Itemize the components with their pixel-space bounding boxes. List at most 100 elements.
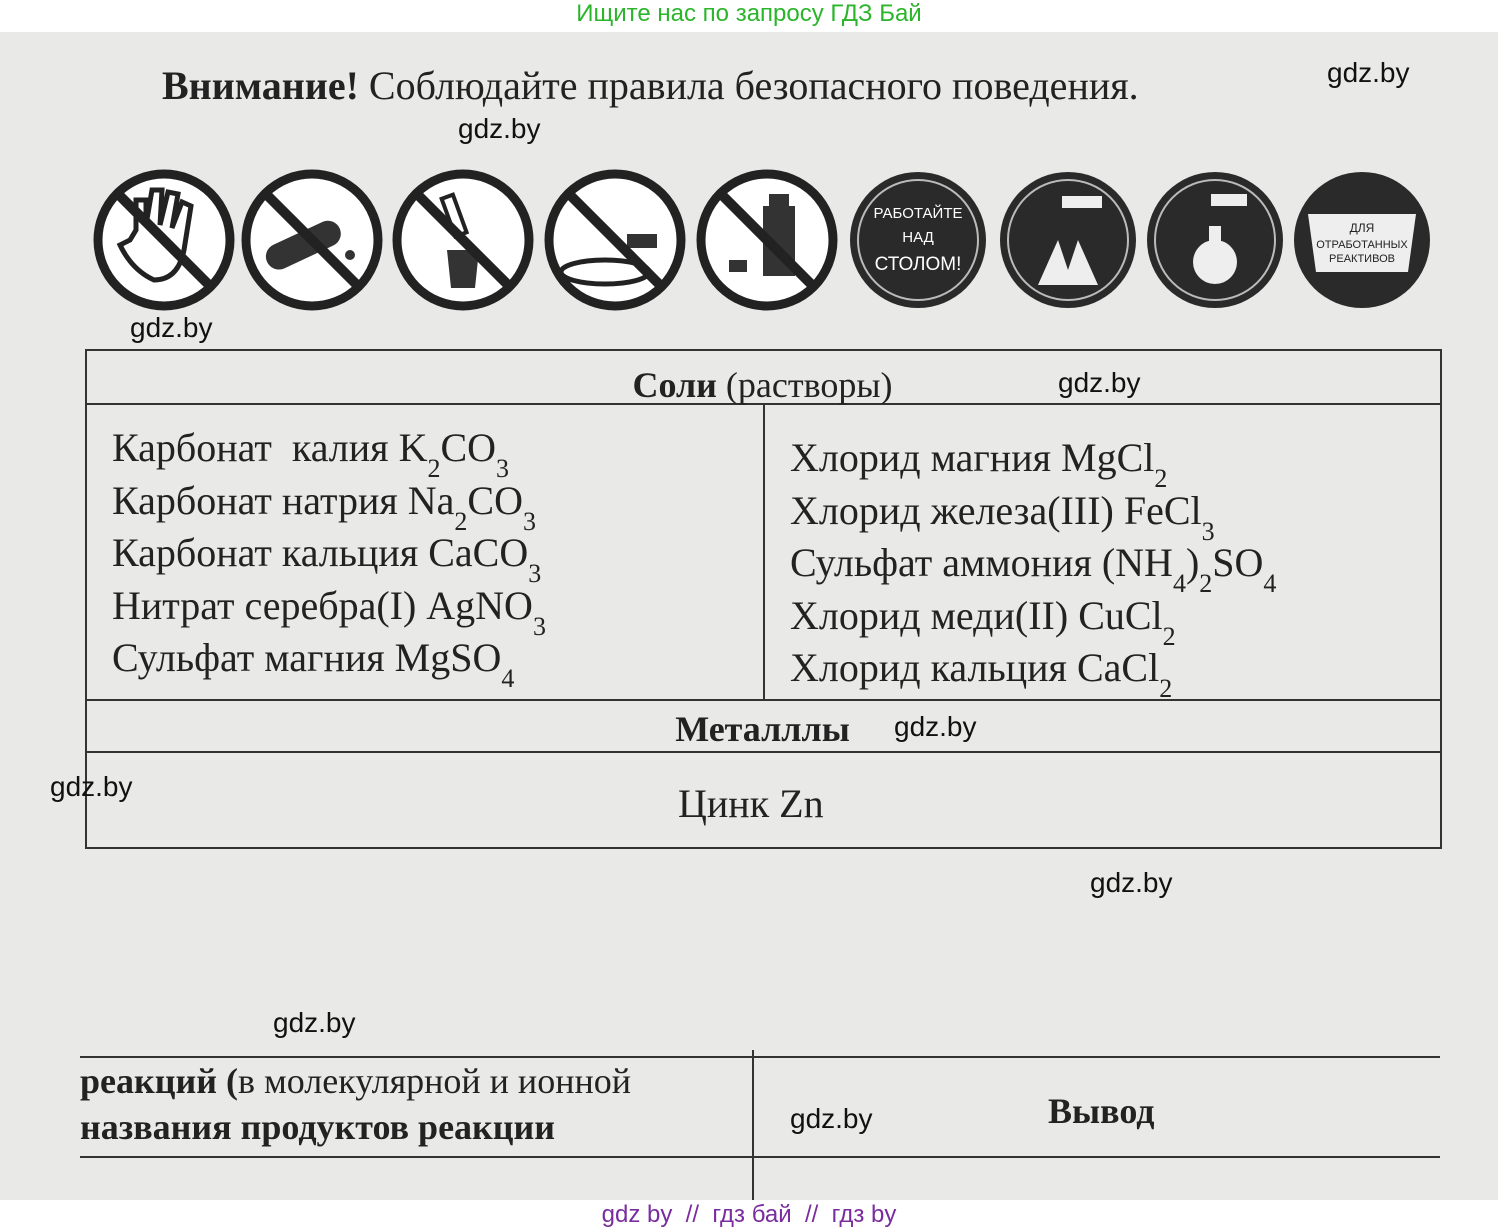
watermark: gdz.by [790,1103,873,1134]
icon-work-at-table: РАБОТАЙТЕ НАД СТОЛОМ! [850,172,986,308]
formula-part: Na [407,477,455,523]
metals-header-bold: Металллы [675,709,850,749]
reaction-header-line2: названия продуктов реакции [80,1107,556,1147]
table-rule [80,1156,1440,1158]
formula-subscript: 3 [522,506,536,536]
formula-part: CaCl [1076,645,1160,690]
substance-name: Карбонат кальция [112,530,419,575]
icon-no-sink [544,169,686,311]
formula-subscript: 2 [1162,621,1176,651]
icon-waste-reagents: ДЛЯ ОТРАБОТАННЫХ РЕАКТИВОВ [1294,172,1430,308]
formula-part: FeCl [1123,487,1202,533]
reaction-header-line1: реакций (в молекулярной и ионной [80,1060,631,1102]
substance-name: Сульфат аммония [790,540,1092,585]
footer: gdz by // гдз бай // гдз by [601,1201,897,1228]
sign-text: РАБОТАЙТЕ [874,204,963,222]
formula-part: SO [1212,540,1264,585]
substance-name: Хлорид меди(II) [790,592,1069,638]
formula-part: AgNO [426,582,533,628]
table-rule [85,699,1440,701]
salt-item: Цинк Zn [678,782,824,826]
watermark: gdz.by [1058,367,1141,398]
sign-text: ДЛЯ [1350,221,1375,235]
banner: Ищите нас по запросу ГДЗ Бай [576,0,922,27]
salt-item: Карбонат кальция CaCO3 [112,530,541,589]
salt-item: Сульфат аммония (NH4)2SO4 [790,540,1276,599]
formula-part: CuCl [1078,592,1163,638]
sign-text: ОТРАБОТАННЫХ [1316,239,1408,251]
sign-text: НАД [902,229,934,246]
watermark: gdz.by [130,312,213,343]
icon-no-bottle [696,169,838,311]
formula-part: ) [1185,540,1200,585]
salt-item: Хлорид меди(II) CuCl2 [790,592,1176,651]
substance-name: Хлорид кальция [790,645,1067,690]
sign-text: СТОЛОМ! [875,254,962,275]
formula-subscript: 2 [427,454,441,483]
formula-subscript: 4 [501,664,515,693]
table-rule [80,1056,1440,1058]
formula-subscript: 4 [1172,569,1186,598]
formula-subscript: 2 [1159,674,1173,703]
formula-part: MgCl [1061,435,1155,480]
substance-name: Сульфат магния [112,635,385,680]
icon-flask-water [1147,172,1283,308]
watermark: gdz.by [894,711,977,742]
substance-name: Нитрат серебра(I) [112,582,417,628]
formula-subscript: 4 [1263,569,1277,598]
warning: Внимание! Соблюдайте правила безопасного… [162,62,1139,109]
salt-item: Карбонат калия K2CO3 [112,425,509,484]
substance-name: Хлорид железа(III) [790,487,1114,533]
salts-header: Соли (растворы) [85,364,1440,406]
table-rule [85,403,1440,405]
reaction-header-bold: реакций ( [80,1061,238,1101]
formula-part: CaCO [428,530,529,575]
formula-part: K [398,425,428,470]
salt-item: Хлорид кальция CaCl2 [790,645,1172,704]
table-divider [752,1050,754,1200]
formula-subscript: 3 [496,454,510,483]
icon-no-touch [93,169,235,311]
safety-icons: РАБОТАЙТЕ НАД СТОЛОМ! ДЛЯ ОТРАБОТАННЫХ Р… [93,169,1430,311]
sign-text: РЕАКТИВОВ [1329,253,1395,265]
formula-subscript: 2 [454,506,468,536]
salts-header-bold: Соли [632,365,717,405]
formula-part: (NH [1101,540,1173,585]
substance-name: Карбонат натрия [112,477,398,523]
watermark: gdz.by [50,771,133,802]
formula-subscript: 2 [1199,569,1213,598]
salt-item: Нитрат серебра(I) AgNO3 [112,582,546,641]
formula-part: CO [440,425,497,470]
salt-item: Хлорид магния MgCl2 [790,435,1167,494]
conclusion-header: Вывод [1048,1091,1155,1131]
warning-bold: Внимание! [162,63,359,108]
icon-wash-hands [1000,172,1136,308]
formula-subscript: 2 [1154,464,1168,493]
table-frame [85,349,1442,849]
table-divider [763,404,765,700]
formula-part: MgSO [394,635,502,680]
salts-header-text: (растворы) [725,365,893,405]
watermark: gdz.by [458,113,541,144]
formula-part: CO [467,477,523,523]
icon-no-tasting [241,169,383,311]
substance-name: Хлорид магния [790,435,1052,480]
icon-no-pour [392,169,534,311]
formula-part: Zn [779,781,824,826]
reaction-header-text: в молекулярной и ионной [237,1061,631,1101]
formula-subscript: 3 [1201,516,1215,546]
metals-header: Металллы [85,708,1440,750]
substance-name: Цинк [678,781,770,826]
formula-subscript: 3 [532,611,546,641]
salt-item: Сульфат магния MgSO4 [112,635,514,694]
salt-item: Карбонат натрия Na2CO3 [112,477,536,536]
watermark: gdz.by [273,1007,356,1038]
formula-subscript: 3 [528,559,542,588]
substance-name: Карбонат калия [112,425,389,470]
watermark: gdz.by [1090,867,1173,898]
warning-text: Соблюдайте правила безопасного поведения… [368,63,1139,108]
table-rule [85,751,1440,753]
salt-item: Хлорид железа(III) FeCl3 [790,487,1215,546]
watermark: gdz.by [1327,57,1410,88]
